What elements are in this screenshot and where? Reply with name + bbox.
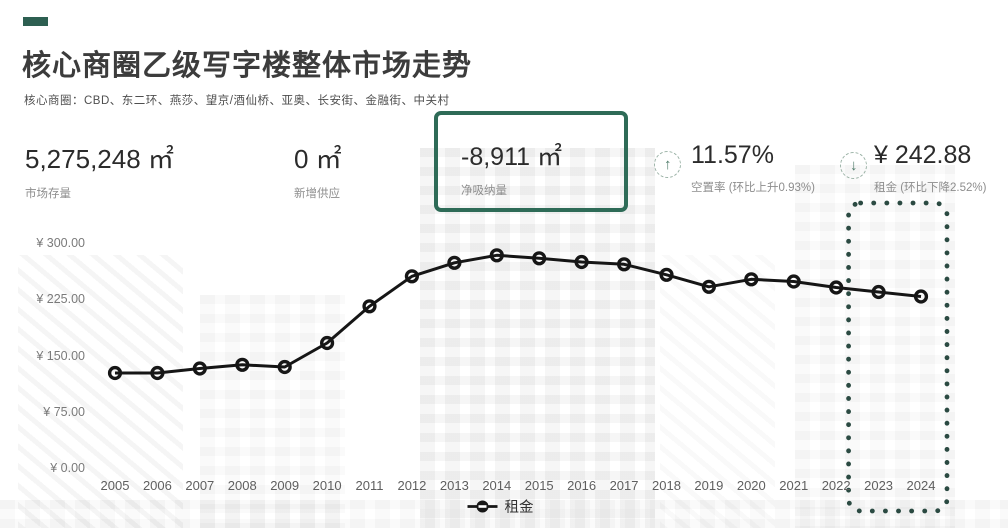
stat-value: 5,275,248 ㎡ — [25, 144, 174, 174]
x-axis-year-label: 2018 — [652, 478, 681, 493]
page-subtitle: 核心商圈：CBD、东二环、燕莎、望京/酒仙桥、亚奥、长安街、金融街、中关村 — [24, 95, 450, 107]
legend-label: 租金 — [504, 500, 534, 516]
data-point-marker — [404, 269, 420, 284]
x-axis-year-label: 2017 — [609, 478, 639, 493]
watermark-building — [795, 165, 955, 528]
chart-legend: 租金 — [467, 496, 534, 517]
page-title: 核心商圈乙级写字楼整体市场走势 — [22, 50, 473, 82]
stat-label: 租金 (环比下降2.52%) — [874, 182, 987, 194]
watermark-building — [0, 500, 1008, 528]
x-axis-year-label: 2015 — [524, 478, 554, 493]
stat-value: ¥ 242.88 — [874, 141, 972, 169]
x-axis-year-label: 2019 — [694, 478, 724, 493]
stat-market-stock: 5,275,248 ㎡ 市场存量 — [25, 139, 174, 201]
x-axis-year-label: 2011 — [355, 478, 384, 493]
trend-up-icon: ↑ — [651, 148, 684, 181]
x-axis-year-label: 2021 — [779, 478, 809, 493]
accent-dash — [23, 17, 48, 26]
x-axis-year-label: 2014 — [482, 478, 512, 493]
x-axis-year-label: 2006 — [142, 478, 172, 493]
stat-label: 净吸纳量 — [461, 185, 507, 197]
x-axis-year-label: 2007 — [185, 478, 215, 493]
x-axis-year-label: 2023 — [864, 478, 894, 493]
up-arrow-glyph: ↑ — [663, 156, 672, 173]
stat-new-supply: 0 ㎡ 新增供应 — [294, 139, 342, 201]
x-axis-year-label: 2016 — [567, 478, 597, 493]
x-axis-year-label: 2005 — [100, 478, 130, 493]
x-axis-year-label: 2022 — [821, 478, 851, 493]
x-axis-year-label: 2010 — [312, 478, 342, 493]
stat-net-absorption-highlight-box: -8,911 ㎡ 净吸纳量 — [434, 111, 628, 212]
watermark-building — [200, 295, 345, 528]
data-point-marker — [362, 299, 377, 314]
stat-value: 11.57% — [691, 141, 774, 169]
x-axis-year-label: 2020 — [736, 478, 766, 493]
y-axis-tick: ¥ 150.00 — [36, 348, 85, 363]
stat-value: 0 ㎡ — [294, 144, 342, 174]
stat-rent: ¥ 242.88 租金 (环比下降2.52%) — [874, 141, 986, 195]
x-axis-year-label: 2013 — [439, 478, 469, 493]
y-axis-tick: ¥ 75.00 — [43, 404, 85, 419]
x-axis-year-label: 2012 — [397, 478, 427, 493]
stat-value: -8,911 ㎡ — [461, 143, 562, 171]
stat-vacancy-rate: 11.57% 空置率 (环比上升0.93%) — [691, 141, 815, 195]
x-axis-year-label: 2009 — [270, 478, 300, 493]
y-axis-tick: ¥ 300.00 — [36, 236, 85, 250]
y-axis-tick: ¥ 0.00 — [50, 461, 85, 475]
stat-label: 空置率 (环比上升0.93%) — [691, 182, 815, 194]
x-axis-year-label: 2024 — [906, 478, 936, 493]
x-axis-year-label: 2008 — [227, 478, 257, 493]
stat-label: 新增供应 — [294, 188, 340, 200]
legend-line-marker-icon — [467, 500, 498, 513]
down-arrow-glyph: ↓ — [849, 157, 858, 174]
stat-label: 市场存量 — [25, 188, 71, 200]
y-axis-tick: ¥ 225.00 — [36, 292, 85, 307]
